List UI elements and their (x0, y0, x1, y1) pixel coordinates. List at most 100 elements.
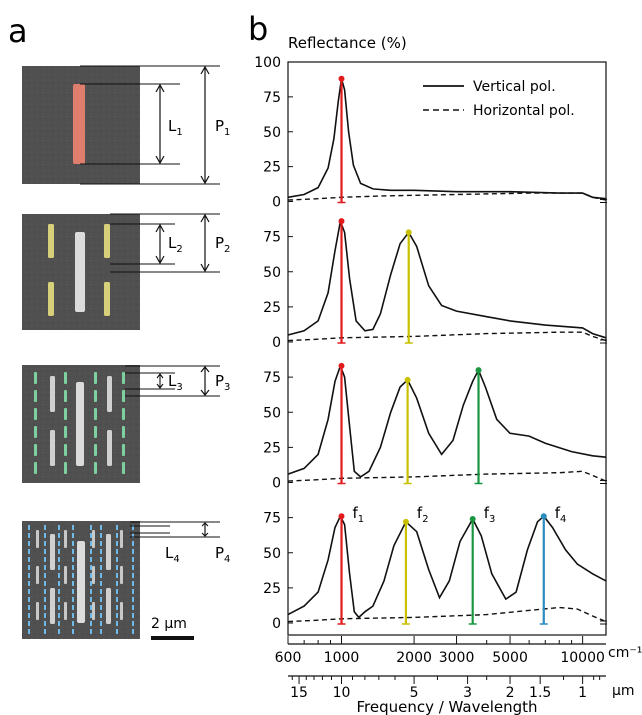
antenna-tiny (28, 557, 30, 562)
antenna-tiny (58, 589, 60, 594)
antenna-tiny (72, 621, 74, 626)
antenna-tiny (28, 629, 30, 634)
antenna-tiny (58, 621, 60, 626)
antenna-long (75, 232, 85, 312)
length-label-3: L3 (168, 372, 183, 393)
antenna-tiny (44, 549, 46, 554)
antenna-short (64, 426, 67, 438)
y-tick-label: 50 (263, 125, 281, 141)
antenna-short (34, 408, 37, 420)
antenna-tiny (28, 525, 30, 530)
antenna-tiny (90, 549, 92, 554)
y-tick-label: 0 (272, 476, 281, 492)
antenna-tiny (44, 581, 46, 586)
antenna-tiny (100, 525, 102, 530)
antenna-tiny (100, 597, 102, 602)
antenna-tiny (90, 581, 92, 586)
antenna-tiny (44, 573, 46, 578)
y-tick-label: 0 (272, 195, 281, 211)
antenna-long (73, 84, 85, 164)
antenna-tiny (116, 613, 118, 618)
antenna-tiny (58, 525, 60, 530)
horizontal-pol-curve (287, 606, 607, 623)
y-tick-label: 75 (263, 370, 281, 386)
antenna-mid (107, 430, 112, 466)
mode-label-3: f3 (484, 504, 496, 525)
antenna-tiny (72, 597, 74, 602)
freq-unit: cm⁻¹ (608, 645, 642, 661)
sem-micrographs: L1 P1 L2 P2 (22, 65, 230, 640)
antenna-tiny (72, 565, 74, 570)
antenna-tiny (28, 605, 30, 610)
antenna-tiny (72, 549, 74, 554)
micrograph-3: L3 P3 (22, 365, 230, 483)
frequency-axis: 600 1000 2000 3000 5000 10000 (275, 636, 606, 666)
antenna-short (122, 426, 125, 438)
micrograph-2: L2 P2 (22, 213, 230, 330)
antenna-tiny (44, 525, 46, 530)
antenna-tiny (58, 565, 60, 570)
antenna-tiny (116, 541, 118, 546)
antenna-tiny (116, 549, 118, 554)
antenna-short (64, 462, 67, 474)
antenna-tiny (28, 581, 30, 586)
antenna-long (76, 382, 84, 466)
horizontal-pol-curve (287, 470, 607, 482)
antenna-short (94, 372, 97, 384)
antenna-small (120, 566, 123, 584)
antenna-tiny (100, 613, 102, 618)
antenna-mid (50, 430, 55, 466)
antenna-tiny (72, 541, 74, 546)
antenna-small (120, 602, 123, 620)
antenna-tiny (90, 557, 92, 562)
antenna-tiny (132, 565, 134, 570)
legend-vertical: Vertical pol. (473, 79, 556, 95)
peak-dot (405, 229, 412, 236)
x-axis-label: Frequency / Wavelength (356, 698, 537, 715)
antenna-small (36, 602, 39, 620)
antenna-long (77, 541, 85, 623)
antenna-small (64, 602, 67, 620)
panel-a-label: a (8, 12, 28, 50)
antenna-tiny (132, 629, 134, 634)
antenna-tiny (58, 613, 60, 618)
antenna-short (94, 426, 97, 438)
antenna-small (36, 530, 39, 548)
antenna-tiny (58, 581, 60, 586)
antenna-short (122, 462, 125, 474)
peak-dot (469, 516, 476, 523)
antenna-tiny (44, 589, 46, 594)
antenna-tiny (72, 533, 74, 538)
period-label-3: P3 (215, 372, 230, 393)
antenna-tiny (116, 525, 118, 530)
wl-tick-label: 15 (290, 685, 308, 701)
antenna-tiny (28, 533, 30, 538)
antenna-mid (48, 224, 54, 258)
peak-dot (540, 513, 547, 520)
antenna-short (64, 408, 67, 420)
y-tick-label: 25 (263, 581, 281, 597)
plot-frame (287, 61, 607, 636)
wavelength-unit: µm (612, 683, 635, 699)
antenna-tiny (90, 621, 92, 626)
arrow-heads (201, 522, 209, 537)
antenna-tiny (44, 565, 46, 570)
antenna-tiny (72, 573, 74, 578)
antenna-tiny (100, 581, 102, 586)
antenna-tiny (72, 525, 74, 530)
antenna-tiny (100, 621, 102, 626)
antenna-tiny (44, 533, 46, 538)
antenna-tiny (58, 605, 60, 610)
antenna-tiny (44, 597, 46, 602)
legend: Vertical pol. Horizontal pol. (423, 79, 575, 119)
antenna-tiny (132, 581, 134, 586)
antenna-small (92, 566, 95, 584)
antenna-tiny (44, 621, 46, 626)
wl-tick-label: 10 (333, 685, 351, 701)
antenna-short (94, 462, 97, 474)
antenna-tiny (28, 541, 30, 546)
length-label-1: L1 (168, 117, 183, 138)
antenna-tiny (116, 533, 118, 538)
mode-label-1: f1 (352, 504, 364, 525)
